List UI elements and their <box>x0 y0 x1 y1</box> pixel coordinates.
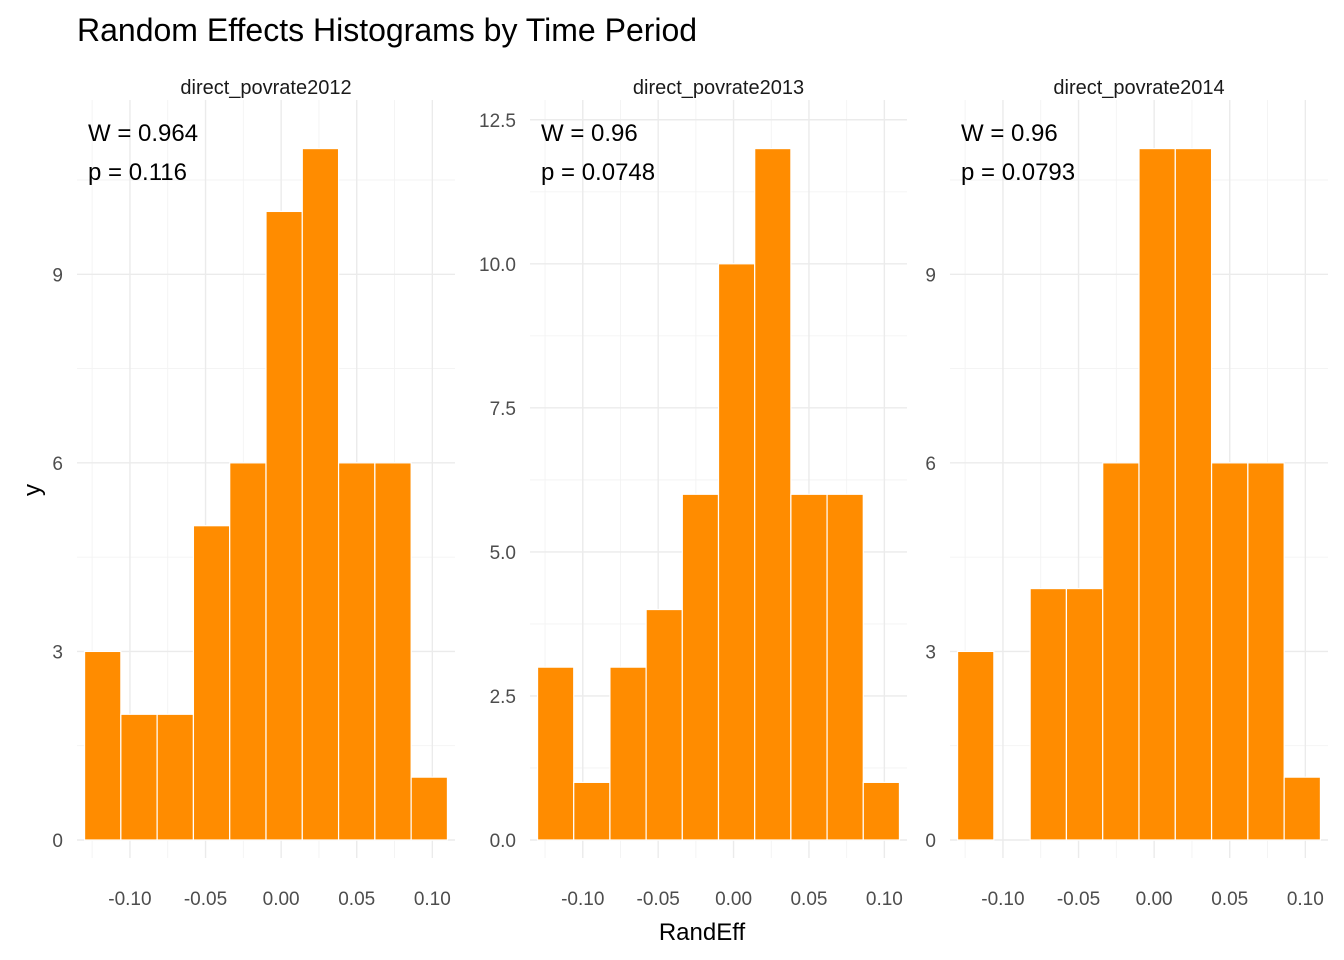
shapiro-w-annotation: W = 0.964 <box>88 120 198 147</box>
histogram-bar <box>337 462 376 841</box>
histogram-bar <box>229 462 267 841</box>
x-tick-label: 0.05 <box>338 889 375 910</box>
facet-strip-label: direct_povrate2012 <box>180 77 351 99</box>
histogram-bar <box>301 147 340 841</box>
x-tick-label: 0.10 <box>1287 889 1324 910</box>
x-tick-label: -0.10 <box>108 889 151 910</box>
shapiro-p-annotation: p = 0.0748 <box>541 159 655 186</box>
histogram-bar <box>1029 587 1068 841</box>
x-tick-label: -0.05 <box>184 889 227 910</box>
histogram-bar <box>410 776 449 841</box>
shapiro-p-annotation: p = 0.116 <box>88 159 187 186</box>
chart-title: Random Effects Histograms by Time Period <box>77 12 697 48</box>
histogram-bar <box>265 210 303 841</box>
x-tick-label: -0.05 <box>637 889 680 910</box>
y-tick-label: 9 <box>925 265 936 286</box>
histogram-bar <box>83 650 122 841</box>
y-tick-label: 0.0 <box>490 831 516 852</box>
y-tick-label: 3 <box>52 642 63 663</box>
histogram-bar <box>1283 776 1322 841</box>
shapiro-w-annotation: W = 0.96 <box>961 120 1058 147</box>
histogram-bar <box>1065 587 1104 841</box>
x-tick-label: -0.10 <box>561 889 604 910</box>
y-tick-label: 2.5 <box>490 687 516 708</box>
y-tick-label: 3 <box>925 642 936 663</box>
histogram-bar <box>754 147 792 841</box>
y-tick-label: 0 <box>52 831 63 852</box>
y-tick-label: 0 <box>925 831 936 852</box>
histogram-bar <box>1138 147 1176 841</box>
histogram-bar <box>1174 147 1213 841</box>
x-tick-label: 0.10 <box>414 889 451 910</box>
facet-panel-3: direct_povrate2014 0 3 6 9 -0.10 -0.05 0.00 0.05… <box>925 77 1328 910</box>
y-tick-label: 10.0 <box>479 255 516 276</box>
histogram-bar <box>374 462 412 841</box>
shapiro-p-annotation: p = 0.0793 <box>961 159 1075 186</box>
histogram-bar <box>645 608 683 841</box>
x-tick-label: 0.00 <box>715 889 752 910</box>
facet-strip-label: direct_povrate2014 <box>1053 77 1224 99</box>
histogram-bar <box>790 493 828 841</box>
histogram-bar <box>717 263 756 841</box>
y-tick-label: 7.5 <box>490 399 516 420</box>
y-tick-label: 6 <box>925 454 936 475</box>
y-tick-label: 6 <box>52 454 63 475</box>
shapiro-w-annotation: W = 0.96 <box>541 120 638 147</box>
histogram-bar <box>1247 462 1285 841</box>
histogram-bar <box>826 493 864 841</box>
facet-panel-1: direct_povrate2012 0 3 6 9 -0.10 -0.05 0.00 0.05… <box>52 77 455 910</box>
y-tick-label: 5.0 <box>490 543 516 564</box>
histogram-bar <box>609 666 647 841</box>
y-tick-label: 9 <box>52 265 63 286</box>
histogram-bar <box>120 713 158 841</box>
x-tick-label: 0.00 <box>1136 889 1173 910</box>
x-tick-label: 0.10 <box>866 889 903 910</box>
x-tick-label: -0.10 <box>981 889 1024 910</box>
x-tick-label: 0.05 <box>1211 889 1248 910</box>
x-tick-label: 0.05 <box>790 889 827 910</box>
histogram-bar <box>573 781 611 841</box>
y-axis-label: y <box>19 484 46 496</box>
y-tick-label: 12.5 <box>479 111 516 132</box>
histogram-bar <box>192 525 231 841</box>
histogram-bar <box>956 650 995 841</box>
facet-panel-2: direct_povrate2013 0.0 2.5 5.0 7.5 10.0 12.5 -0… <box>479 77 907 910</box>
histogram-bar <box>1102 462 1140 841</box>
histogram-bar <box>862 781 901 841</box>
x-tick-label: -0.05 <box>1057 889 1100 910</box>
facet-strip-label: direct_povrate2013 <box>633 77 804 99</box>
x-tick-label: 0.00 <box>263 889 300 910</box>
histogram-bar <box>536 666 575 841</box>
x-axis-label: RandEff <box>659 919 746 946</box>
histogram-bar <box>156 713 195 841</box>
histogram-bar <box>681 493 720 841</box>
histogram-bar <box>1210 462 1249 841</box>
